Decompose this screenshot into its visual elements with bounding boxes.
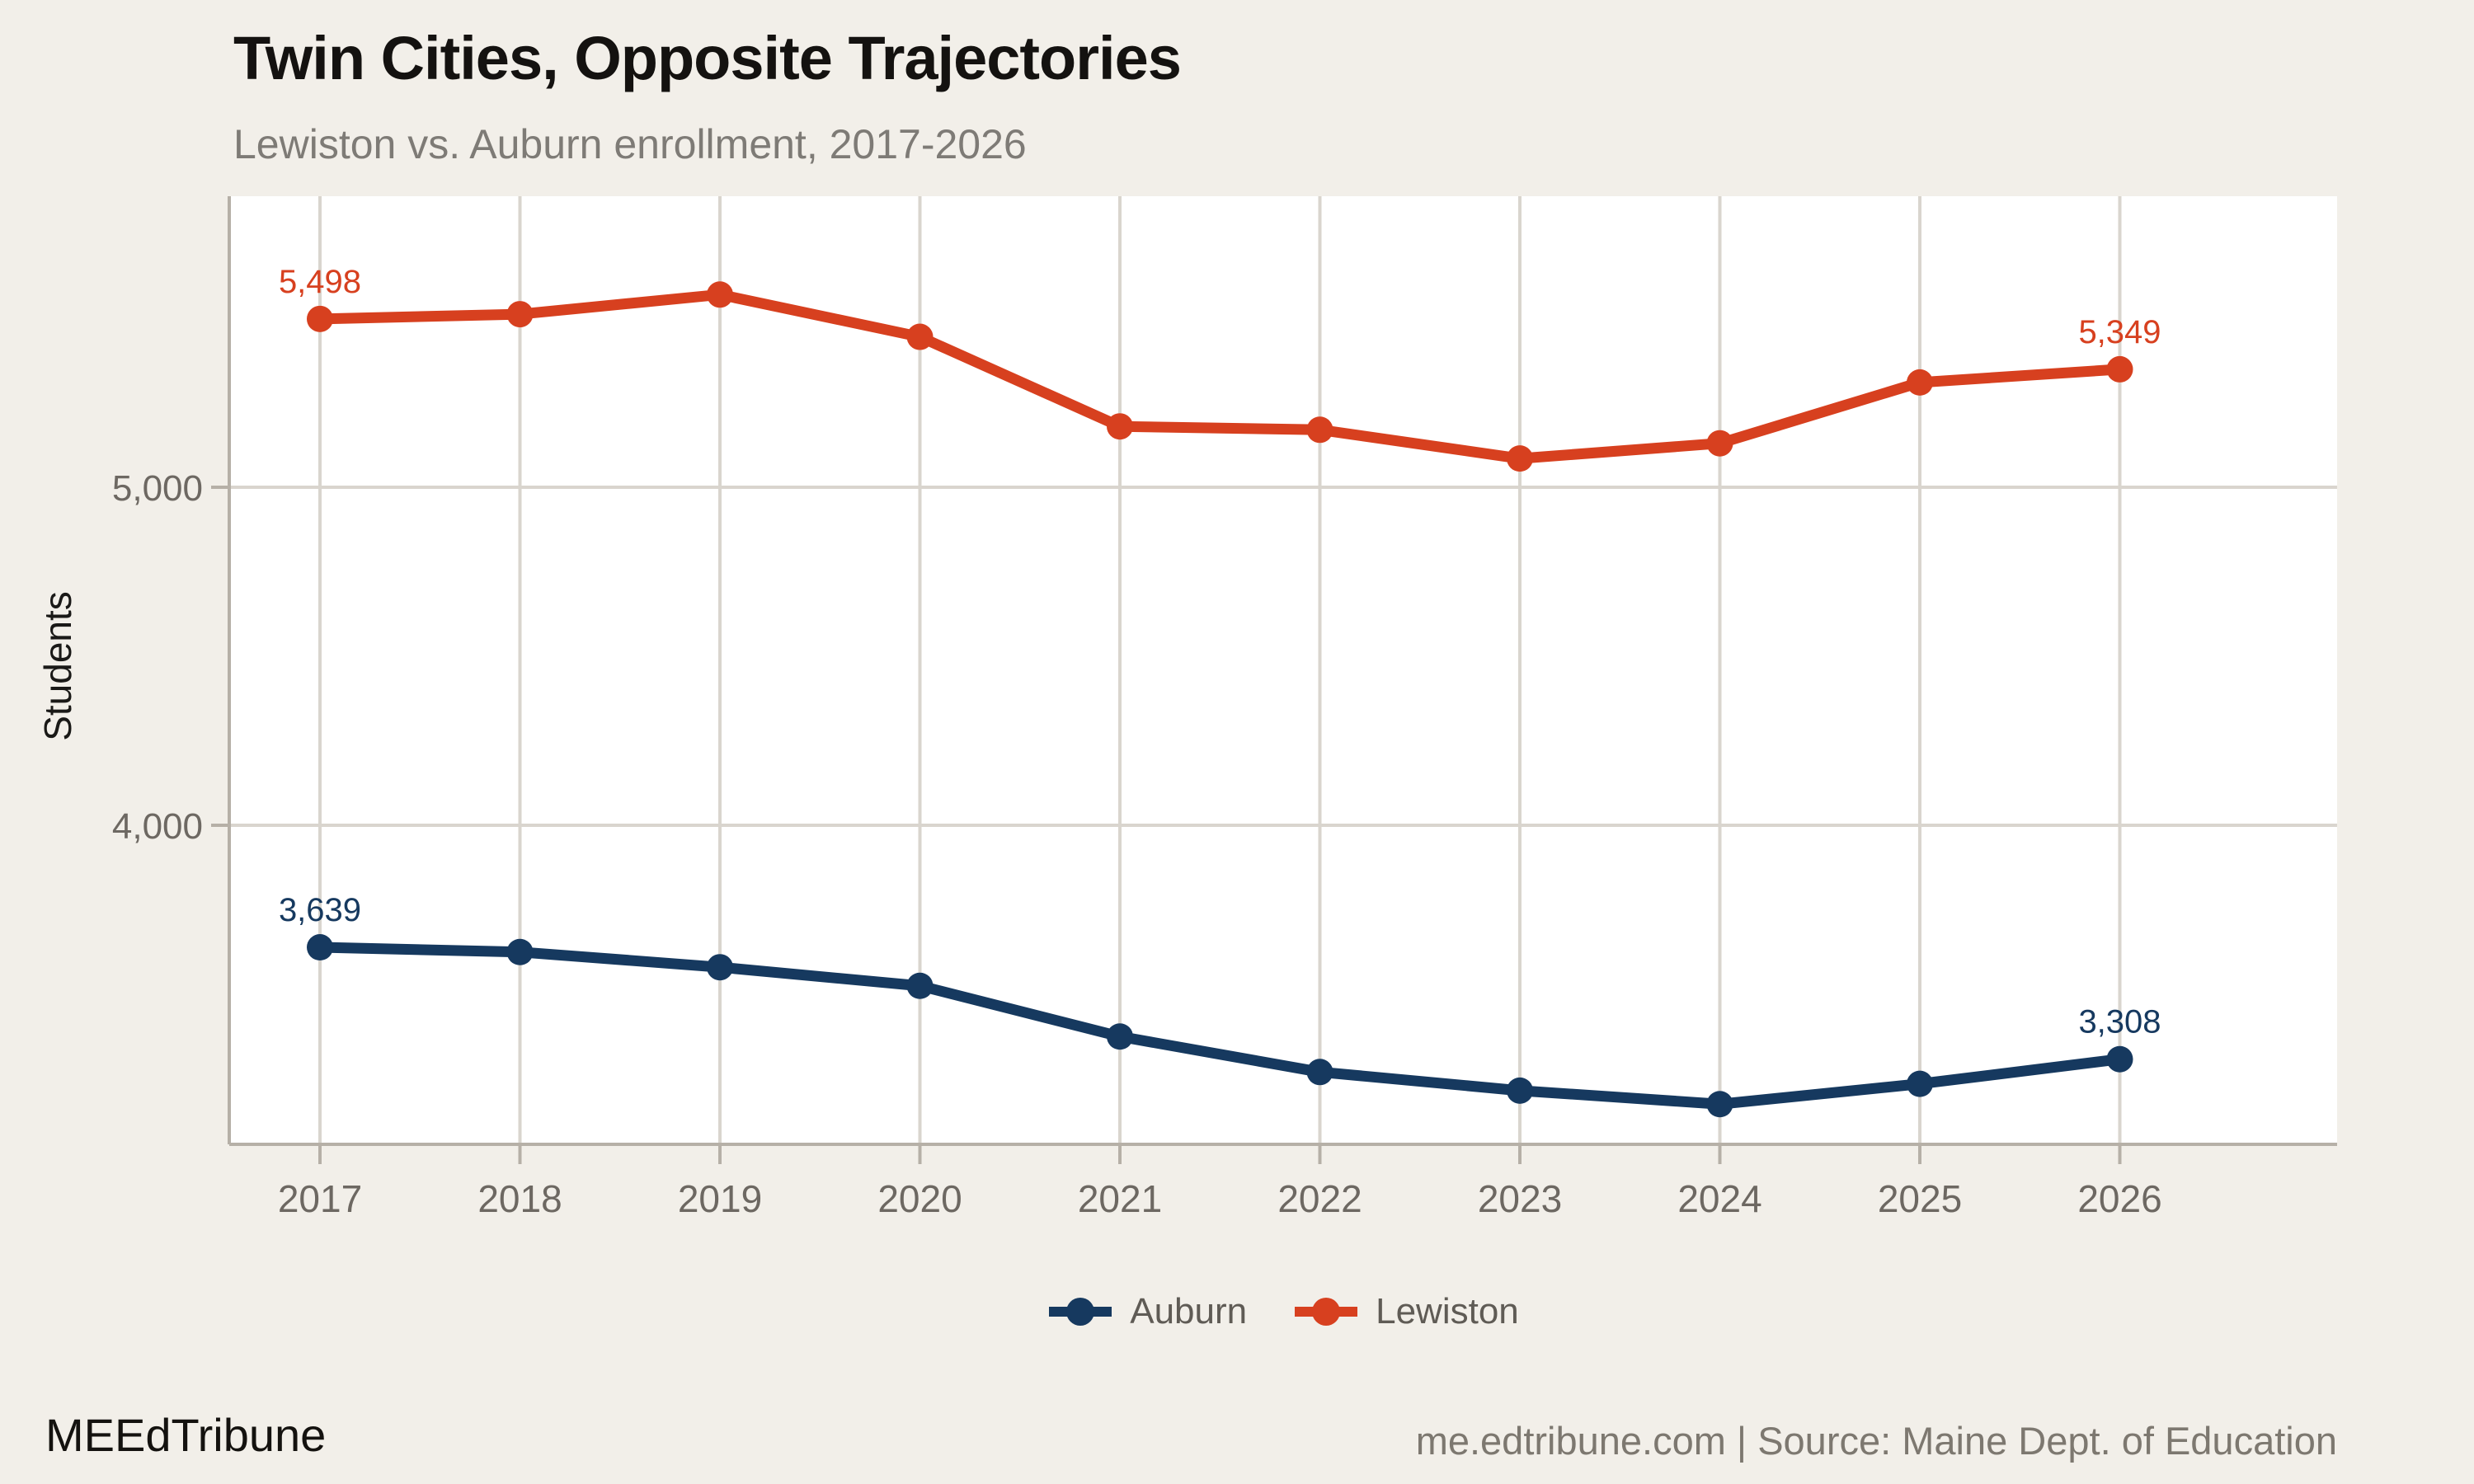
legend-key-auburn [1049,1298,1112,1326]
point-lewiston-2019 [707,281,733,308]
point-lewiston-2022 [1306,416,1333,444]
x-tick-label-2026: 2026 [2077,1177,2161,1220]
point-lewiston-2021 [1107,413,1133,440]
y-tick-label-5000: 5,000 [112,468,203,509]
point-label-lewiston-2026: 5,349 [2078,314,2161,350]
legend-item-auburn: Auburn [1047,1291,1247,1332]
y-tick-label-4000: 4,000 [112,806,203,847]
brand-logo: MEEdTribune [45,1409,327,1461]
point-auburn-2022 [1306,1059,1333,1086]
legend-label-lewiston: Lewiston [1376,1291,1519,1331]
x-tick-label-2017: 2017 [278,1177,362,1220]
point-auburn-2021 [1107,1023,1133,1050]
legend-key-lewiston [1295,1298,1358,1326]
x-tick-label-2019: 2019 [678,1177,762,1220]
x-tick-label-2020: 2020 [877,1177,962,1220]
point-auburn-2019 [707,954,733,981]
point-auburn-2018 [506,938,534,965]
legend-label-auburn: Auburn [1130,1291,1248,1331]
x-tick-label-2023: 2023 [1478,1177,1562,1220]
point-auburn-2020 [906,972,934,999]
legend-item-lewiston: Lewiston [1293,1291,1519,1332]
point-lewiston-2026 [2106,355,2133,383]
point-auburn-2023 [1507,1077,1533,1104]
chart-legend: Auburn Lewiston [229,1291,2337,1332]
chart-title: Twin Cities, Opposite Trajectories [233,24,1182,92]
point-auburn-2017 [307,934,333,961]
y-axis-title: Students [36,591,79,741]
chart-subtitle: Lewiston vs. Auburn enrollment, 2017-202… [233,121,1027,167]
point-auburn-2025 [1907,1070,1933,1097]
line-chart: 2017 2018 2019 2020 2021 2022 2023 2024 2025 2026… [112,196,2337,1220]
point-label-auburn-2017: 3,639 [279,892,361,928]
point-lewiston-2020 [906,323,934,350]
point-lewiston-2025 [1907,369,1933,396]
x-tick-label-2022: 2022 [1277,1177,1362,1220]
point-lewiston-2017 [307,305,333,332]
point-auburn-2024 [1706,1091,1733,1118]
point-label-auburn-2026: 3,308 [2078,1004,2161,1040]
legend-key-dot-auburn [1066,1298,1095,1326]
point-lewiston-2024 [1706,430,1733,457]
point-auburn-2026 [2106,1045,2133,1073]
x-tick-label-2024: 2024 [1677,1177,1761,1220]
line-auburn [314,942,2125,1110]
x-tick-label-2018: 2018 [477,1177,562,1220]
point-lewiston-2023 [1507,445,1533,472]
legend-key-dot-lewiston [1312,1298,1341,1326]
line-lewiston [314,289,2125,464]
plot-area [229,196,2337,1144]
x-tick-label-2025: 2025 [1878,1177,1962,1220]
point-label-lewiston-2017: 5,498 [279,264,361,300]
x-tick-label-2021: 2021 [1078,1177,1162,1220]
source-attribution: me.edtribune.com | Source: Maine Dept. o… [1415,1419,2337,1463]
point-lewiston-2018 [506,301,534,328]
